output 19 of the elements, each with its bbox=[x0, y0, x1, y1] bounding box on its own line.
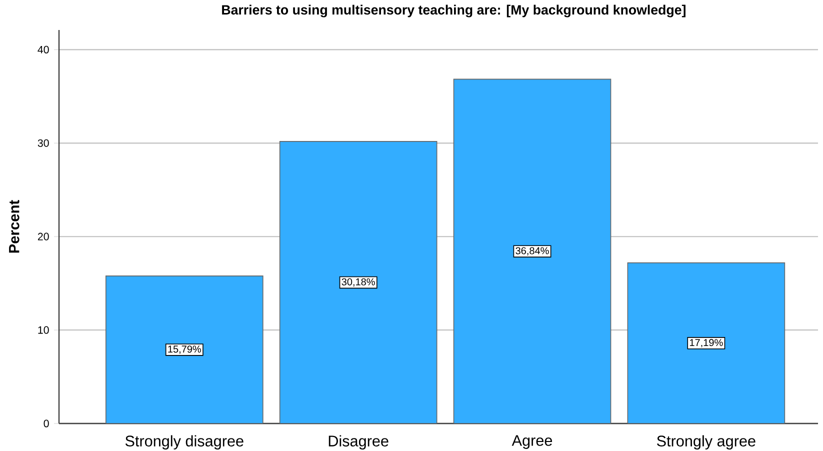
data-label: 15,79% bbox=[168, 346, 201, 354]
x-tick-label: Disagree bbox=[328, 435, 388, 450]
data-label: 17,19% bbox=[690, 339, 723, 348]
x-tick-label: Agree bbox=[512, 435, 552, 449]
data-label: 36,84% bbox=[516, 247, 549, 256]
x-tick-label: Strongly agree bbox=[657, 435, 756, 450]
y-tick-label: 40 bbox=[38, 46, 49, 54]
y-tick-label: 10 bbox=[38, 326, 49, 334]
y-axis-title: Percent bbox=[9, 200, 20, 253]
y-tick-label: 0 bbox=[44, 420, 49, 428]
y-tick-label: 30 bbox=[38, 139, 49, 147]
data-label: 30,18% bbox=[342, 278, 375, 287]
x-tick-label: Strongly disagree bbox=[125, 435, 244, 450]
bar bbox=[453, 78, 612, 424]
bar bbox=[279, 141, 438, 424]
bar bbox=[627, 262, 786, 424]
y-tick-label: 20 bbox=[38, 232, 49, 240]
chart-title: Barriers to using multisensory teaching are: [My background knowledge] bbox=[222, 4, 686, 18]
bar bbox=[106, 276, 264, 424]
